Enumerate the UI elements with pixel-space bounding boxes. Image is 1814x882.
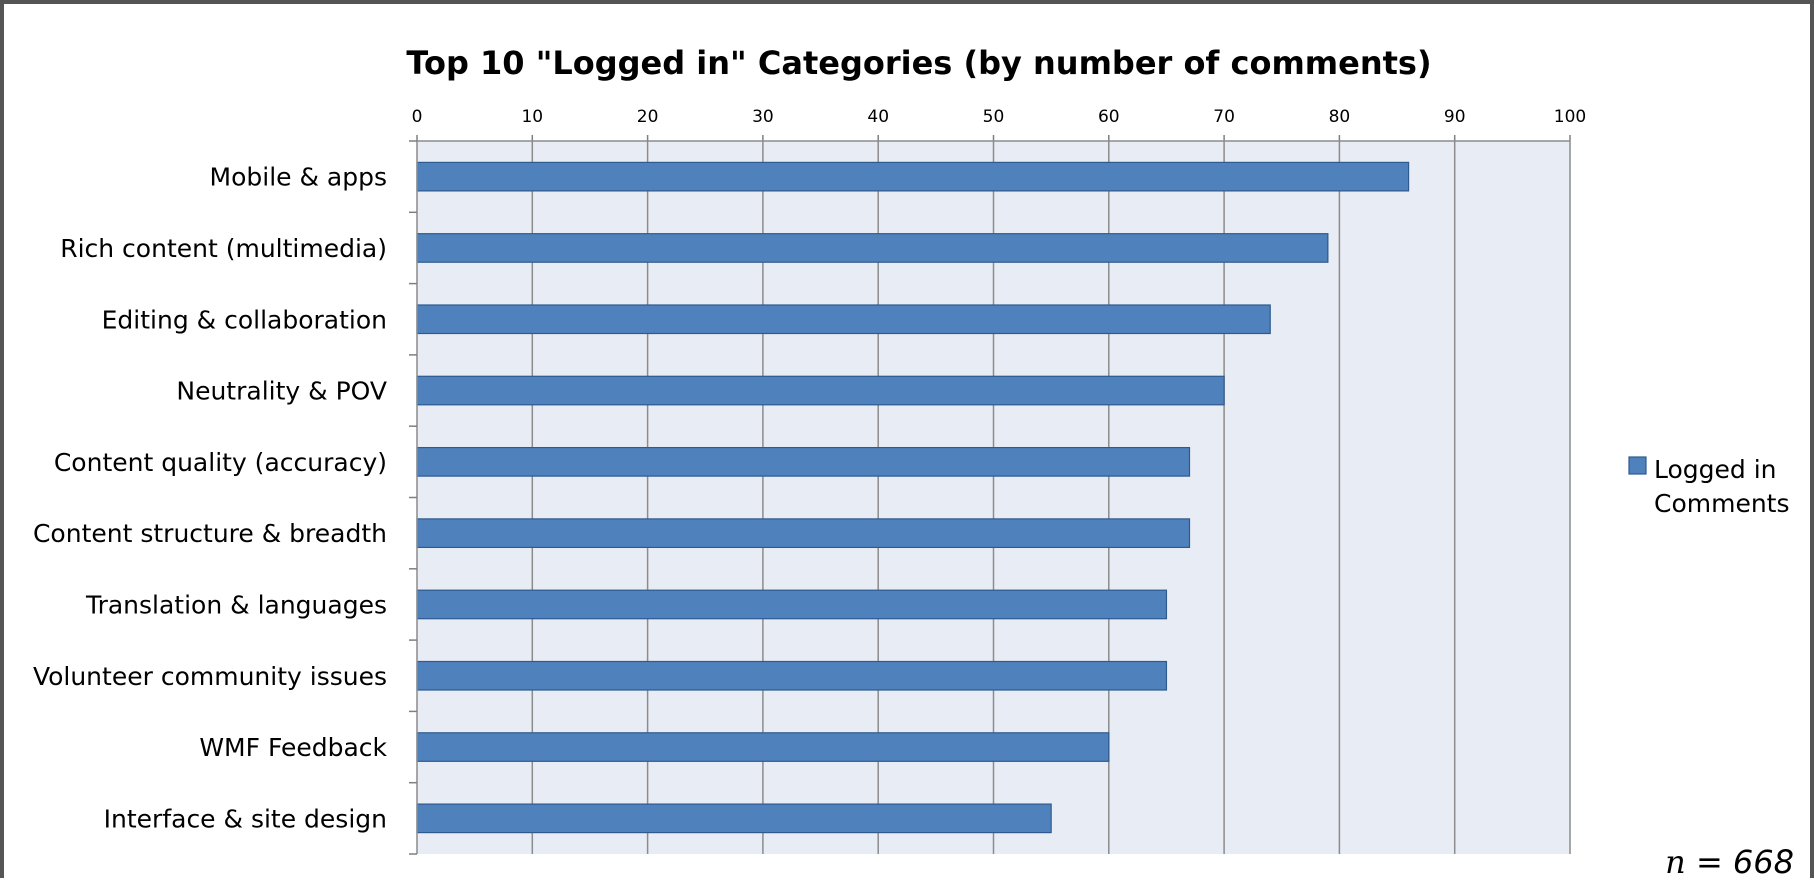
bar [416,375,1225,406]
x-tick-label: 0 [412,107,423,127]
legend-swatch [1628,456,1647,475]
bar [416,518,1191,549]
category-label: Interface & site design [104,804,387,833]
category-label: WMF Feedback [199,733,387,762]
bar [416,233,1329,263]
bar [416,660,1168,691]
x-tick-label: 60 [1098,107,1120,127]
bar [416,732,1110,762]
x-tick-label: 10 [521,107,543,127]
x-tick-label: 70 [1213,107,1235,127]
sample-size-note: n = 668 [1665,843,1794,881]
legend-label-line2: Comments [1654,489,1790,518]
x-tick-label: 90 [1444,107,1466,127]
x-tick-label: 100 [1554,107,1586,127]
category-label: Content quality (accuracy) [54,448,387,477]
category-label: Content structure & breadth [33,519,387,548]
sample-size-symbol: n [1665,843,1686,881]
labels: 0 10 20 30 40 50 60 70 80 90 100 Mobile & apps Rich … [33,107,1586,833]
category-label: Neutrality & POV [176,377,387,406]
x-tick-label: 30 [752,107,774,127]
bar [416,304,1271,335]
x-tick-label: 80 [1329,107,1351,127]
x-tick-label: 20 [637,107,659,127]
bar [416,161,1410,192]
category-label: Rich content (multimedia) [60,234,387,263]
axes [409,135,1571,855]
bar [416,589,1168,620]
x-tick-label: 40 [867,107,889,127]
legend-label-line1: Logged in [1654,455,1777,484]
x-tick-label: 50 [983,107,1005,127]
bar [416,803,1052,834]
sample-size-value: = 668 [1686,843,1794,881]
category-label: Translation & languages [85,590,387,619]
bar [416,446,1191,477]
category-label: Editing & collaboration [102,305,387,334]
bar-chart: Top 10 "Logged in" Categories (by number… [33,44,1794,881]
category-label: Volunteer community issues [33,662,387,691]
chart-title: Top 10 "Logged in" Categories (by number… [406,44,1431,82]
bars [416,161,1410,834]
legend: Logged in Comments [1628,455,1790,518]
category-label: Mobile & apps [210,163,387,192]
